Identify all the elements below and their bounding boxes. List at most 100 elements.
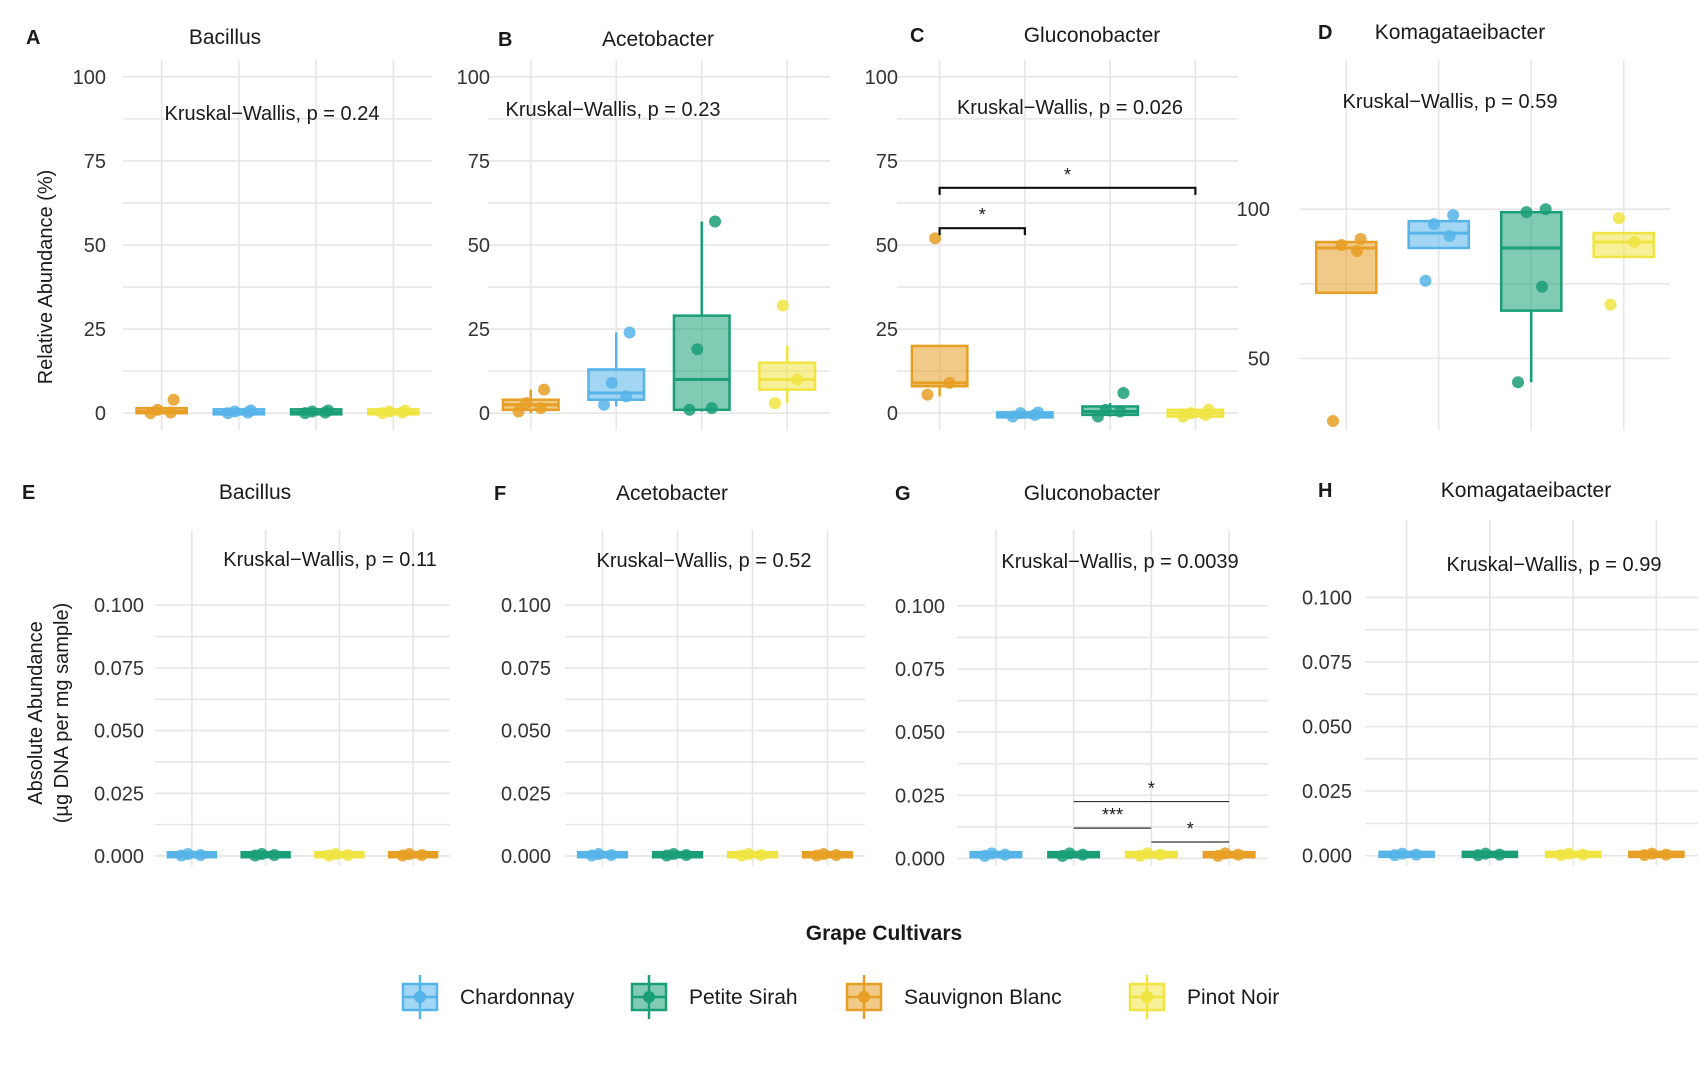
data-point: [1539, 203, 1552, 216]
data-point: [1512, 376, 1525, 389]
data-point: [306, 405, 319, 418]
data-point: [817, 847, 830, 860]
box-chardonnay: [212, 404, 266, 420]
box-petite-sirah: [289, 404, 343, 420]
data-point: [769, 397, 782, 410]
box-iqr: [758, 361, 817, 391]
panel-title: Komagataeibacter: [1441, 479, 1611, 502]
y-tick-label: 100: [457, 67, 490, 89]
data-point: [1099, 403, 1112, 416]
legend-item-sauvignon-blanc: Sauvignon Blanc: [845, 975, 1062, 1019]
box-sauvignon-blanc: [1314, 233, 1378, 428]
box-pinot-noir: [1592, 212, 1656, 311]
data-point: [929, 232, 942, 245]
panel-g: 0.000 0.025 0.050 0.075 0.100 Gluconobacter G K…: [895, 482, 1268, 870]
legend-label: Pinot Noir: [1187, 986, 1279, 1009]
data-point: [1141, 847, 1154, 860]
legend-key-point: [414, 991, 426, 1003]
legend-label: Sauvignon Blanc: [904, 986, 1062, 1009]
data-point: [680, 848, 693, 861]
significance-bracket: *: [938, 205, 1026, 236]
data-point: [538, 383, 551, 396]
data-point: [1076, 848, 1089, 861]
box-iqr: [1314, 240, 1378, 294]
box-sauvignon-blanc: [801, 847, 854, 862]
data-point: [1447, 209, 1460, 222]
data-point: [1576, 848, 1589, 861]
kruskal-wallis-label: Kruskal−Wallis, p = 0.0039: [1001, 551, 1238, 573]
data-point: [592, 847, 605, 860]
data-point: [1536, 280, 1549, 293]
y-tick-label: 0.075: [94, 658, 144, 680]
y-tick-label: 0.000: [94, 846, 144, 868]
box-petite-sirah: [1081, 387, 1140, 423]
data-point: [322, 404, 335, 417]
y-tick-label: 100: [865, 67, 898, 89]
data-point: [1419, 274, 1432, 287]
y-tick-label: 100: [1237, 199, 1270, 221]
y-tick-label: 0.025: [1302, 781, 1352, 803]
data-point: [623, 326, 636, 339]
data-point: [329, 847, 342, 860]
y-tick-label: 0.025: [501, 783, 551, 805]
significance-label: *: [979, 205, 986, 225]
y-tick-label: 0.050: [501, 721, 551, 743]
data-point: [1443, 230, 1456, 243]
data-point: [194, 848, 207, 861]
panel-letter: D: [1318, 22, 1332, 44]
legend-item-chardonnay: Chardonnay: [401, 975, 575, 1019]
y-axis-label-bottom-line2: (µg DNA per mg sample): [51, 603, 73, 823]
data-point: [1479, 847, 1492, 860]
legend: Grape Cultivars Chardonnay Petite Sirah Sa…: [401, 922, 1279, 1019]
box-pinot-noir: [1124, 847, 1178, 862]
data-point: [167, 393, 180, 406]
y-tick-label: 0.075: [501, 658, 551, 680]
data-point: [534, 402, 547, 415]
y-tick-label: 75: [876, 151, 898, 173]
panel-letter: H: [1318, 480, 1332, 502]
data-point: [667, 847, 680, 860]
data-point: [164, 406, 177, 419]
y-tick-label: 0.100: [1302, 587, 1352, 609]
panel-d: 50 100 Komagataeibacter D Kruskal−Wallis, p …: [1237, 21, 1670, 430]
data-point: [1604, 298, 1617, 311]
data-point: [1612, 212, 1625, 225]
panel-title: Gluconobacter: [1024, 482, 1161, 505]
box-iqr: [1499, 210, 1563, 312]
box-petite-sirah: [1461, 847, 1519, 862]
kruskal-wallis-label: Kruskal−Wallis, p = 0.99: [1447, 554, 1662, 576]
y-axis-label-bottom-line1: Absolute Abundance: [25, 621, 47, 805]
box-pinot-noir: [1544, 847, 1602, 862]
data-point: [921, 388, 934, 401]
data-point: [383, 405, 396, 418]
y-tick-label: 0.100: [895, 596, 945, 618]
panel-f: 0.000 0.025 0.050 0.075 0.100 Acetobacter F Kru…: [494, 482, 865, 868]
data-point: [1660, 848, 1673, 861]
legend-key-point: [643, 991, 655, 1003]
box-petite-sirah: [1047, 847, 1101, 862]
y-tick-label: 0.025: [94, 783, 144, 805]
bracket-line: [938, 227, 1026, 236]
data-point: [255, 847, 268, 860]
y-tick-label: 0: [479, 403, 490, 425]
significance-label: ***: [1102, 805, 1123, 825]
data-point: [705, 402, 718, 415]
box-chardonnay: [166, 847, 218, 862]
box-chardonnay: [576, 847, 629, 862]
data-point: [709, 215, 722, 228]
box-sauvignon-blanc: [501, 383, 560, 418]
y-tick-label: 0.000: [895, 848, 945, 870]
data-point: [1091, 410, 1104, 423]
data-point: [1354, 233, 1367, 246]
data-point: [742, 847, 755, 860]
significance-label: *: [1064, 165, 1071, 185]
y-tick-label: 0.050: [94, 721, 144, 743]
bracket-line: [938, 186, 1197, 195]
data-point: [512, 405, 525, 418]
box-sauvignon-blanc: [910, 232, 969, 401]
data-point: [1117, 387, 1130, 399]
data-point: [830, 848, 843, 861]
significance-bracket: *: [1073, 779, 1230, 803]
box-petite-sirah: [651, 847, 704, 862]
box-chardonnay: [587, 326, 646, 411]
